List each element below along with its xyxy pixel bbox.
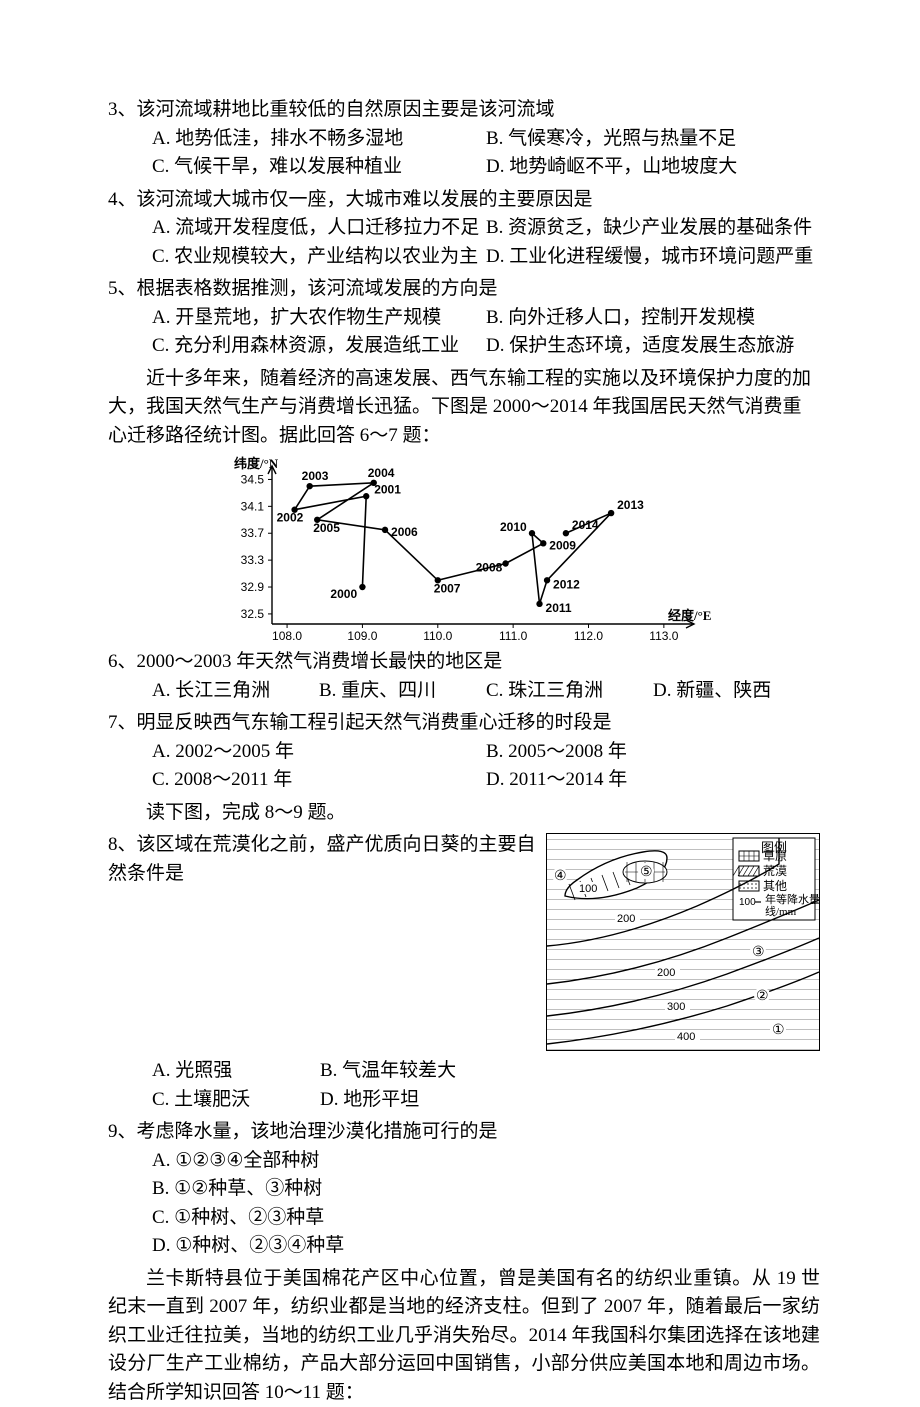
- option-b: B. 2005～2008 年: [486, 738, 820, 767]
- svg-text:纬度/°N: 纬度/°N: [234, 456, 279, 471]
- option-a: A. 2002～2005 年: [152, 738, 486, 767]
- svg-text:经度/°E: 经度/°E: [668, 608, 711, 623]
- option-d: D. 地势崎岖不平，山地坡度大: [486, 153, 820, 182]
- option-d: D. 2011～2014 年: [486, 766, 820, 795]
- svg-text:2011: 2011: [546, 601, 572, 615]
- svg-text:33.3: 33.3: [241, 553, 265, 567]
- svg-text:2002: 2002: [277, 511, 304, 525]
- svg-text:112.0: 112.0: [574, 629, 603, 643]
- svg-text:400: 400: [677, 1031, 695, 1043]
- svg-text:100: 100: [579, 883, 597, 895]
- svg-text:2001: 2001: [374, 482, 401, 496]
- svg-text:32.5: 32.5: [241, 607, 265, 621]
- svg-text:200: 200: [657, 967, 675, 979]
- chart-svg: 108.0 109.0 110.0 111.0 112.0 113.0 32.5 32.9 33…: [214, 454, 714, 644]
- svg-text:2013: 2013: [617, 498, 644, 512]
- svg-text:②: ②: [756, 989, 769, 1004]
- option-c: C. ①种树、②③种草: [152, 1204, 820, 1233]
- question-9: 9、考虑降水量，该地治理沙漠化措施可行的是 A. ①②③④全部种树 B. ①②种…: [108, 1118, 820, 1261]
- option-b: B. 气温年较差大: [320, 1057, 572, 1086]
- question-stem: 7、明显反映西气东输工程引起天然气消费重心迁移的时段是: [108, 709, 820, 738]
- svg-text:109.0: 109.0: [347, 629, 377, 643]
- passage-text: 近十多年来，随着经济的高速发展、西气东输工程的实施以及环境保护力度的加大，我国天…: [108, 365, 820, 451]
- question-stem: 9、考虑降水量，该地治理沙漠化措施可行的是: [108, 1118, 820, 1147]
- option-a: A. 长江三角洲: [152, 677, 319, 706]
- svg-text:2010: 2010: [500, 520, 527, 534]
- option-c: C. 土壤肥沃: [152, 1086, 320, 1115]
- option-c: C. 农业规模较大，产业结构以农业为主: [152, 243, 486, 272]
- passage-6-7: 近十多年来，随着经济的高速发展、西气东输工程的实施以及环境保护力度的加大，我国天…: [108, 365, 820, 451]
- svg-text:113.0: 113.0: [649, 629, 678, 643]
- options: A. 长江三角洲 B. 重庆、四川 C. 珠江三角洲 D. 新疆、陕西: [108, 677, 820, 706]
- svg-text:2005: 2005: [313, 521, 340, 535]
- svg-text:2008: 2008: [476, 560, 503, 574]
- svg-text:①: ①: [772, 1023, 785, 1038]
- question-5: 5、根据表格数据推测，该河流域发展的方向是 A. 开垦荒地，扩大农作物生产规模 …: [108, 275, 820, 361]
- option-c: C. 充分利用森林资源，发展造纸工业: [152, 332, 486, 361]
- question-6: 6、2000～2003 年天然气消费增长最快的地区是 A. 长江三角洲 B. 重…: [108, 648, 820, 705]
- options: A. 光照强 B. 气温年较差大 C. 土壤肥沃 D. 地形平坦: [108, 1057, 572, 1114]
- svg-text:200: 200: [617, 913, 635, 925]
- option-d: D. 地形平坦: [320, 1086, 572, 1115]
- options: A. 地势低洼，排水不畅多湿地 B. 气候寒冷，光照与热量不足 C. 气候干旱，…: [108, 125, 820, 182]
- gas-consumption-chart: 108.0 109.0 110.0 111.0 112.0 113.0 32.5 32.9 33…: [108, 454, 820, 644]
- svg-text:2004: 2004: [368, 466, 395, 480]
- option-c: C. 2008～2011 年: [152, 766, 486, 795]
- option-b: B. ①②种草、③种树: [152, 1175, 820, 1204]
- svg-text:2003: 2003: [302, 469, 329, 483]
- svg-text:2009: 2009: [549, 538, 576, 552]
- question-stem: 6、2000～2003 年天然气消费增长最快的地区是: [108, 648, 820, 677]
- passage-text: 兰卡斯特县位于美国棉花产区中心位置，曾是美国有名的纺织业重镇。从 19 世纪末一…: [108, 1265, 820, 1407]
- options: A. ①②③④全部种树 B. ①②种草、③种树 C. ①种树、②③种草 D. ①…: [108, 1147, 820, 1261]
- question-4: 4、该河流域大城市仅一座，大城市难以发展的主要原因是 A. 流域开发程度低，人口…: [108, 186, 820, 272]
- svg-text:110.0: 110.0: [423, 629, 452, 643]
- svg-text:③: ③: [752, 945, 765, 960]
- svg-text:2007: 2007: [434, 581, 461, 595]
- option-a: A. 光照强: [152, 1057, 320, 1086]
- option-a: A. ①②③④全部种树: [152, 1147, 820, 1176]
- svg-text:其他: 其他: [763, 879, 787, 893]
- svg-text:⑤: ⑤: [640, 865, 653, 880]
- option-d: D. ①种树、②③④种草: [152, 1232, 820, 1261]
- option-b: B. 向外迁移人口，控制开发规模: [486, 304, 820, 333]
- svg-text:④: ④: [554, 869, 567, 884]
- precipitation-map: 图例草原荒漠其他100年等降水量线/mm400300200200100①②③④⑤: [546, 833, 820, 1051]
- option-d: D. 新疆、陕西: [653, 677, 820, 706]
- svg-text:32.9: 32.9: [241, 580, 265, 594]
- passage-text: 读下图，完成 8～9 题。: [108, 799, 820, 828]
- option-a: A. 开垦荒地，扩大农作物生产规模: [152, 304, 486, 333]
- question-stem: 4、该河流域大城市仅一座，大城市难以发展的主要原因是: [108, 186, 820, 215]
- svg-text:300: 300: [667, 1001, 685, 1013]
- option-b: B. 重庆、四川: [319, 677, 486, 706]
- svg-text:2012: 2012: [553, 577, 580, 591]
- svg-text:33.7: 33.7: [241, 526, 265, 540]
- option-d: D. 工业化进程缓慢，城市环境问题严重: [486, 243, 820, 272]
- option-b: B. 资源贫乏，缺少产业发展的基础条件: [486, 214, 820, 243]
- question-stem: 3、该河流域耕地比重较低的自然原因主要是该河流域: [108, 96, 820, 125]
- option-d: D. 保护生态环境，适度发展生态旅游: [486, 332, 820, 361]
- question-3: 3、该河流域耕地比重较低的自然原因主要是该河流域 A. 地势低洼，排水不畅多湿地…: [108, 96, 820, 182]
- svg-text:2000: 2000: [330, 587, 357, 601]
- options: A. 流域开发程度低，人口迁移拉力不足 B. 资源贫乏，缺少产业发展的基础条件 …: [108, 214, 820, 271]
- svg-text:34.1: 34.1: [241, 499, 265, 513]
- option-a: A. 流域开发程度低，人口迁移拉力不足: [152, 214, 486, 243]
- passage-10-11: 兰卡斯特县位于美国棉花产区中心位置，曾是美国有名的纺织业重镇。从 19 世纪末一…: [108, 1265, 820, 1407]
- svg-text:100: 100: [739, 897, 756, 908]
- option-c: C. 珠江三角洲: [486, 677, 653, 706]
- option-b: B. 气候寒冷，光照与热量不足: [486, 125, 820, 154]
- svg-text:108.0: 108.0: [272, 629, 302, 643]
- question-stem: 5、根据表格数据推测，该河流域发展的方向是: [108, 275, 820, 304]
- svg-text:2014: 2014: [572, 518, 599, 532]
- options: A. 开垦荒地，扩大农作物生产规模 B. 向外迁移人口，控制开发规模 C. 充分…: [108, 304, 820, 361]
- option-c: C. 气候干旱，难以发展种植业: [152, 153, 486, 182]
- svg-text:111.0: 111.0: [499, 629, 528, 643]
- map-svg: 图例草原荒漠其他100年等降水量线/mm400300200200100①②③④⑤: [547, 834, 819, 1050]
- svg-text:2006: 2006: [391, 525, 418, 539]
- svg-text:34.5: 34.5: [241, 472, 265, 486]
- option-a: A. 地势低洼，排水不畅多湿地: [152, 125, 486, 154]
- question-7: 7、明显反映西气东输工程引起天然气消费重心迁移的时段是 A. 2002～2005…: [108, 709, 820, 795]
- svg-text:草原: 草原: [763, 849, 787, 863]
- options: A. 2002～2005 年 B. 2005～2008 年 C. 2008～20…: [108, 738, 820, 795]
- passage-8-9: 读下图，完成 8～9 题。: [108, 799, 820, 828]
